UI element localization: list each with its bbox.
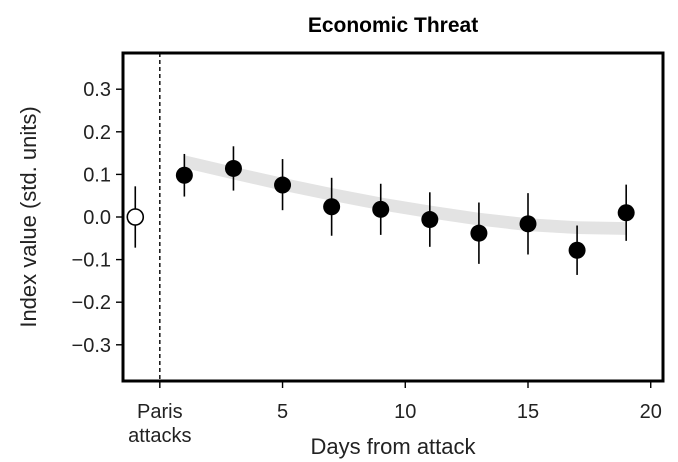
chart-title: Economic Threat: [308, 14, 478, 37]
data-point-day-11: [421, 211, 439, 229]
x-tick-label: attacks: [128, 425, 191, 447]
x-tick-label: 10: [394, 401, 416, 423]
data-point-day-7: [323, 198, 341, 216]
plot-frame: [121, 51, 665, 383]
y-tick-label: −0.1: [72, 250, 111, 272]
y-tick-label: −0.3: [72, 335, 111, 357]
data-point-day-19: [617, 204, 635, 222]
y-tick-label: −0.2: [72, 292, 111, 314]
y-tick-label: 0.0: [83, 207, 111, 229]
x-axis-label: Days from attack: [310, 434, 476, 459]
fit-band: [184, 155, 627, 235]
x-tick-label: 5: [277, 401, 288, 423]
pre-attack-point: [126, 208, 145, 226]
x-tick-label: 20: [640, 401, 662, 423]
data-point-day-1: [175, 166, 193, 184]
data-point-day-5: [274, 176, 292, 194]
data-point-day-15: [519, 215, 537, 233]
y-tick-label: 0.1: [83, 164, 111, 186]
data-point-day-3: [224, 159, 242, 177]
y-tick-label: 0.2: [83, 122, 111, 144]
x-tick-label: 15: [517, 401, 539, 423]
x-tick-label: Paris: [137, 401, 183, 423]
data-point-day-17: [568, 241, 586, 259]
data-point-day-13: [470, 224, 488, 242]
y-tick-label: 0.3: [83, 79, 111, 101]
y-axis-label: Index value (std. units): [16, 106, 41, 327]
data-point-day-9: [372, 200, 390, 218]
